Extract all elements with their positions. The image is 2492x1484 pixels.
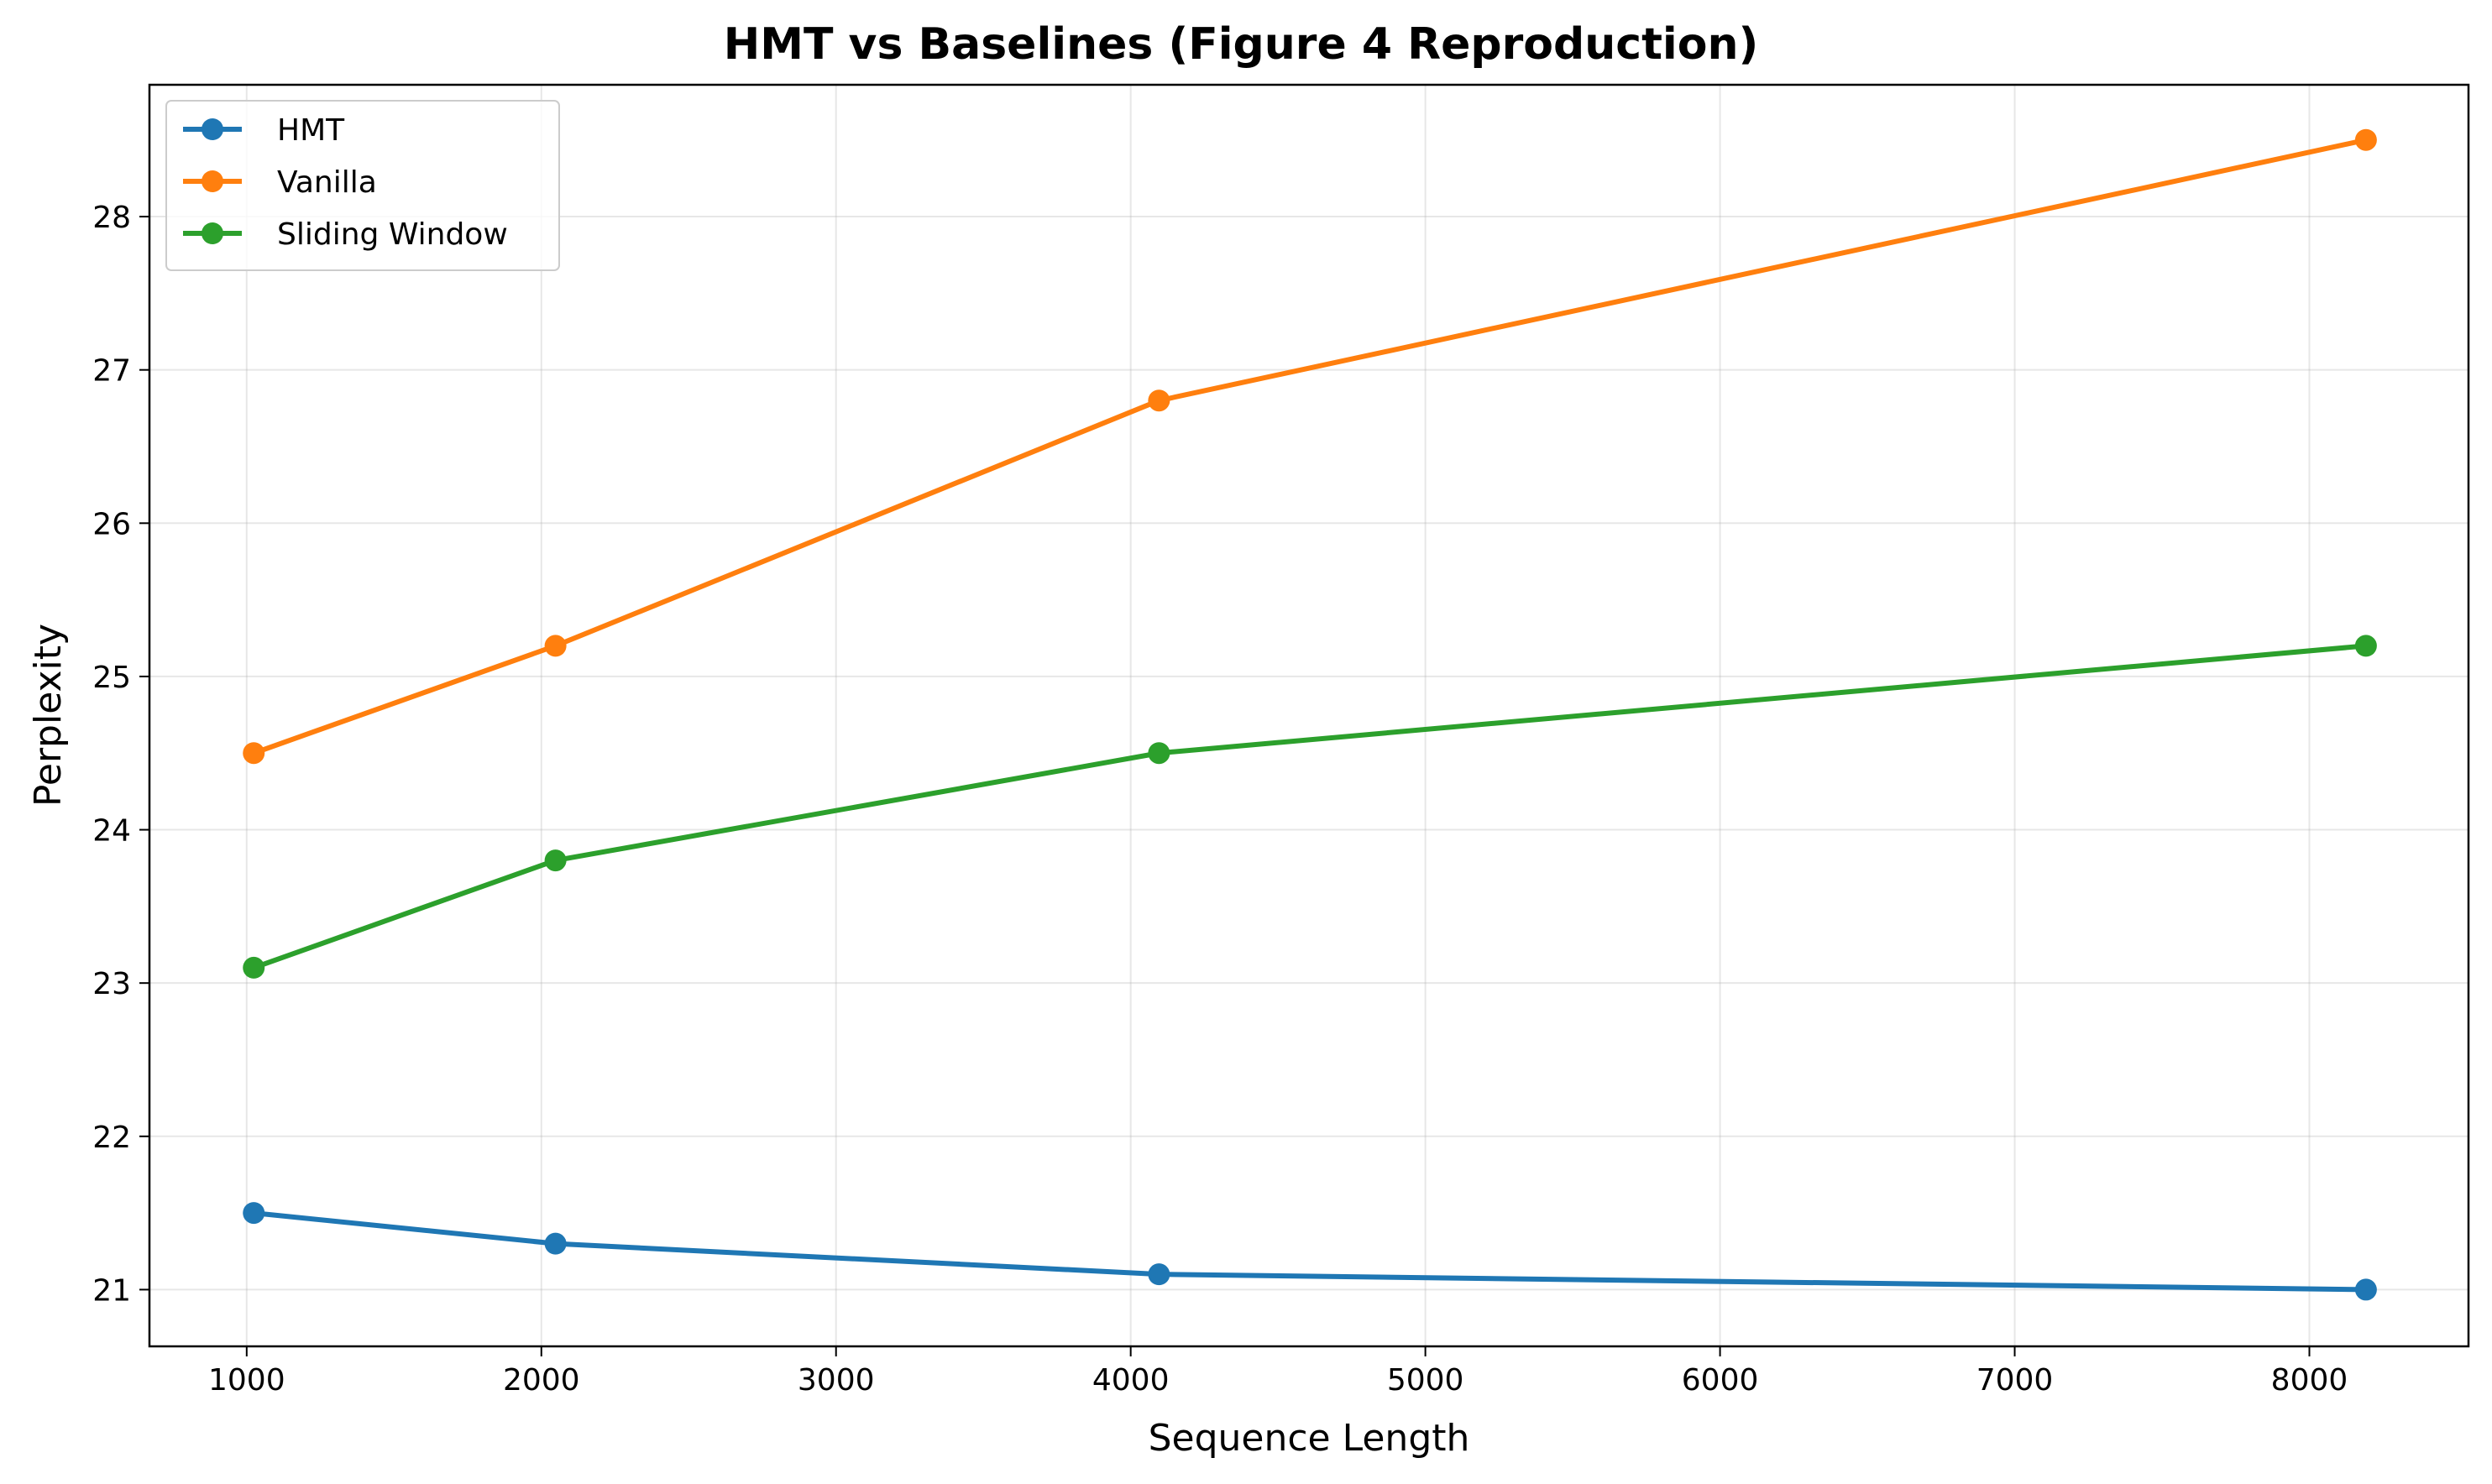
legend: HMT Vanilla Sliding Window [165,100,560,271]
x-tick-label: 6000 [1682,1363,1759,1398]
data-point-vanilla [2354,128,2377,151]
data-point-sliding-window [1148,742,1170,765]
data-point-sliding-window [544,849,567,872]
data-point-sliding-window [2354,635,2377,657]
series-line-vanilla [251,137,2369,756]
x-tick-label: 2000 [503,1363,580,1398]
legend-marker-swatch [202,222,223,244]
y-axis-label: Perplexity [27,624,70,807]
legend-box [165,100,560,271]
series-line-hmt [251,1210,2369,1293]
y-tick-label: 23 [92,967,131,1001]
y-tick-label: 24 [92,814,131,849]
legend-label: Sliding Window [277,217,508,252]
chart-title: HMT vs Baselines (Figure 4 Reproduction) [724,19,1759,70]
data-point-hmt [243,1202,265,1225]
x-axis-label: Sequence Length [1149,1417,1470,1460]
series-hmt [243,1202,2377,1301]
legend-entry-vanilla: Vanilla [183,165,377,200]
data-point-hmt [1148,1263,1170,1286]
data-point-vanilla [1148,389,1170,412]
x-tick-label: 1000 [208,1363,285,1398]
data-point-vanilla [544,635,567,657]
series-sliding-window [243,635,2377,979]
legend-entry-hmt: HMT [183,113,345,148]
x-tick-label: 3000 [798,1363,875,1398]
x-tick-label: 4000 [1092,1363,1170,1398]
plot-area-frame [148,83,2470,1348]
legend-entry-sliding-window: Sliding Window [183,217,508,252]
axis-ticks: 1000 2000 3000 4000 5000 6000 7000 8000 21 22 23 24… [92,201,2348,1398]
legend-label: HMT [277,113,345,148]
y-tick-label: 27 [92,354,131,389]
series-line-sliding-window [251,643,2369,970]
data-point-hmt [544,1232,567,1255]
data-point-vanilla [243,742,265,765]
data-point-sliding-window [243,956,265,979]
y-tick-label: 25 [92,661,131,695]
y-tick-label: 26 [92,507,131,541]
legend-marker-swatch [202,118,223,140]
series-layer [243,128,2377,1301]
x-tick-label: 5000 [1387,1363,1464,1398]
x-tick-label: 8000 [2271,1363,2348,1398]
x-tick-label: 7000 [1976,1363,2054,1398]
y-tick-label: 28 [92,201,131,235]
y-tick-label: 21 [92,1273,131,1308]
legend-label: Vanilla [277,165,377,200]
y-tick-label: 22 [92,1121,131,1155]
legend-marker-swatch [202,170,223,192]
data-point-hmt [2354,1278,2377,1301]
series-vanilla [243,128,2377,765]
